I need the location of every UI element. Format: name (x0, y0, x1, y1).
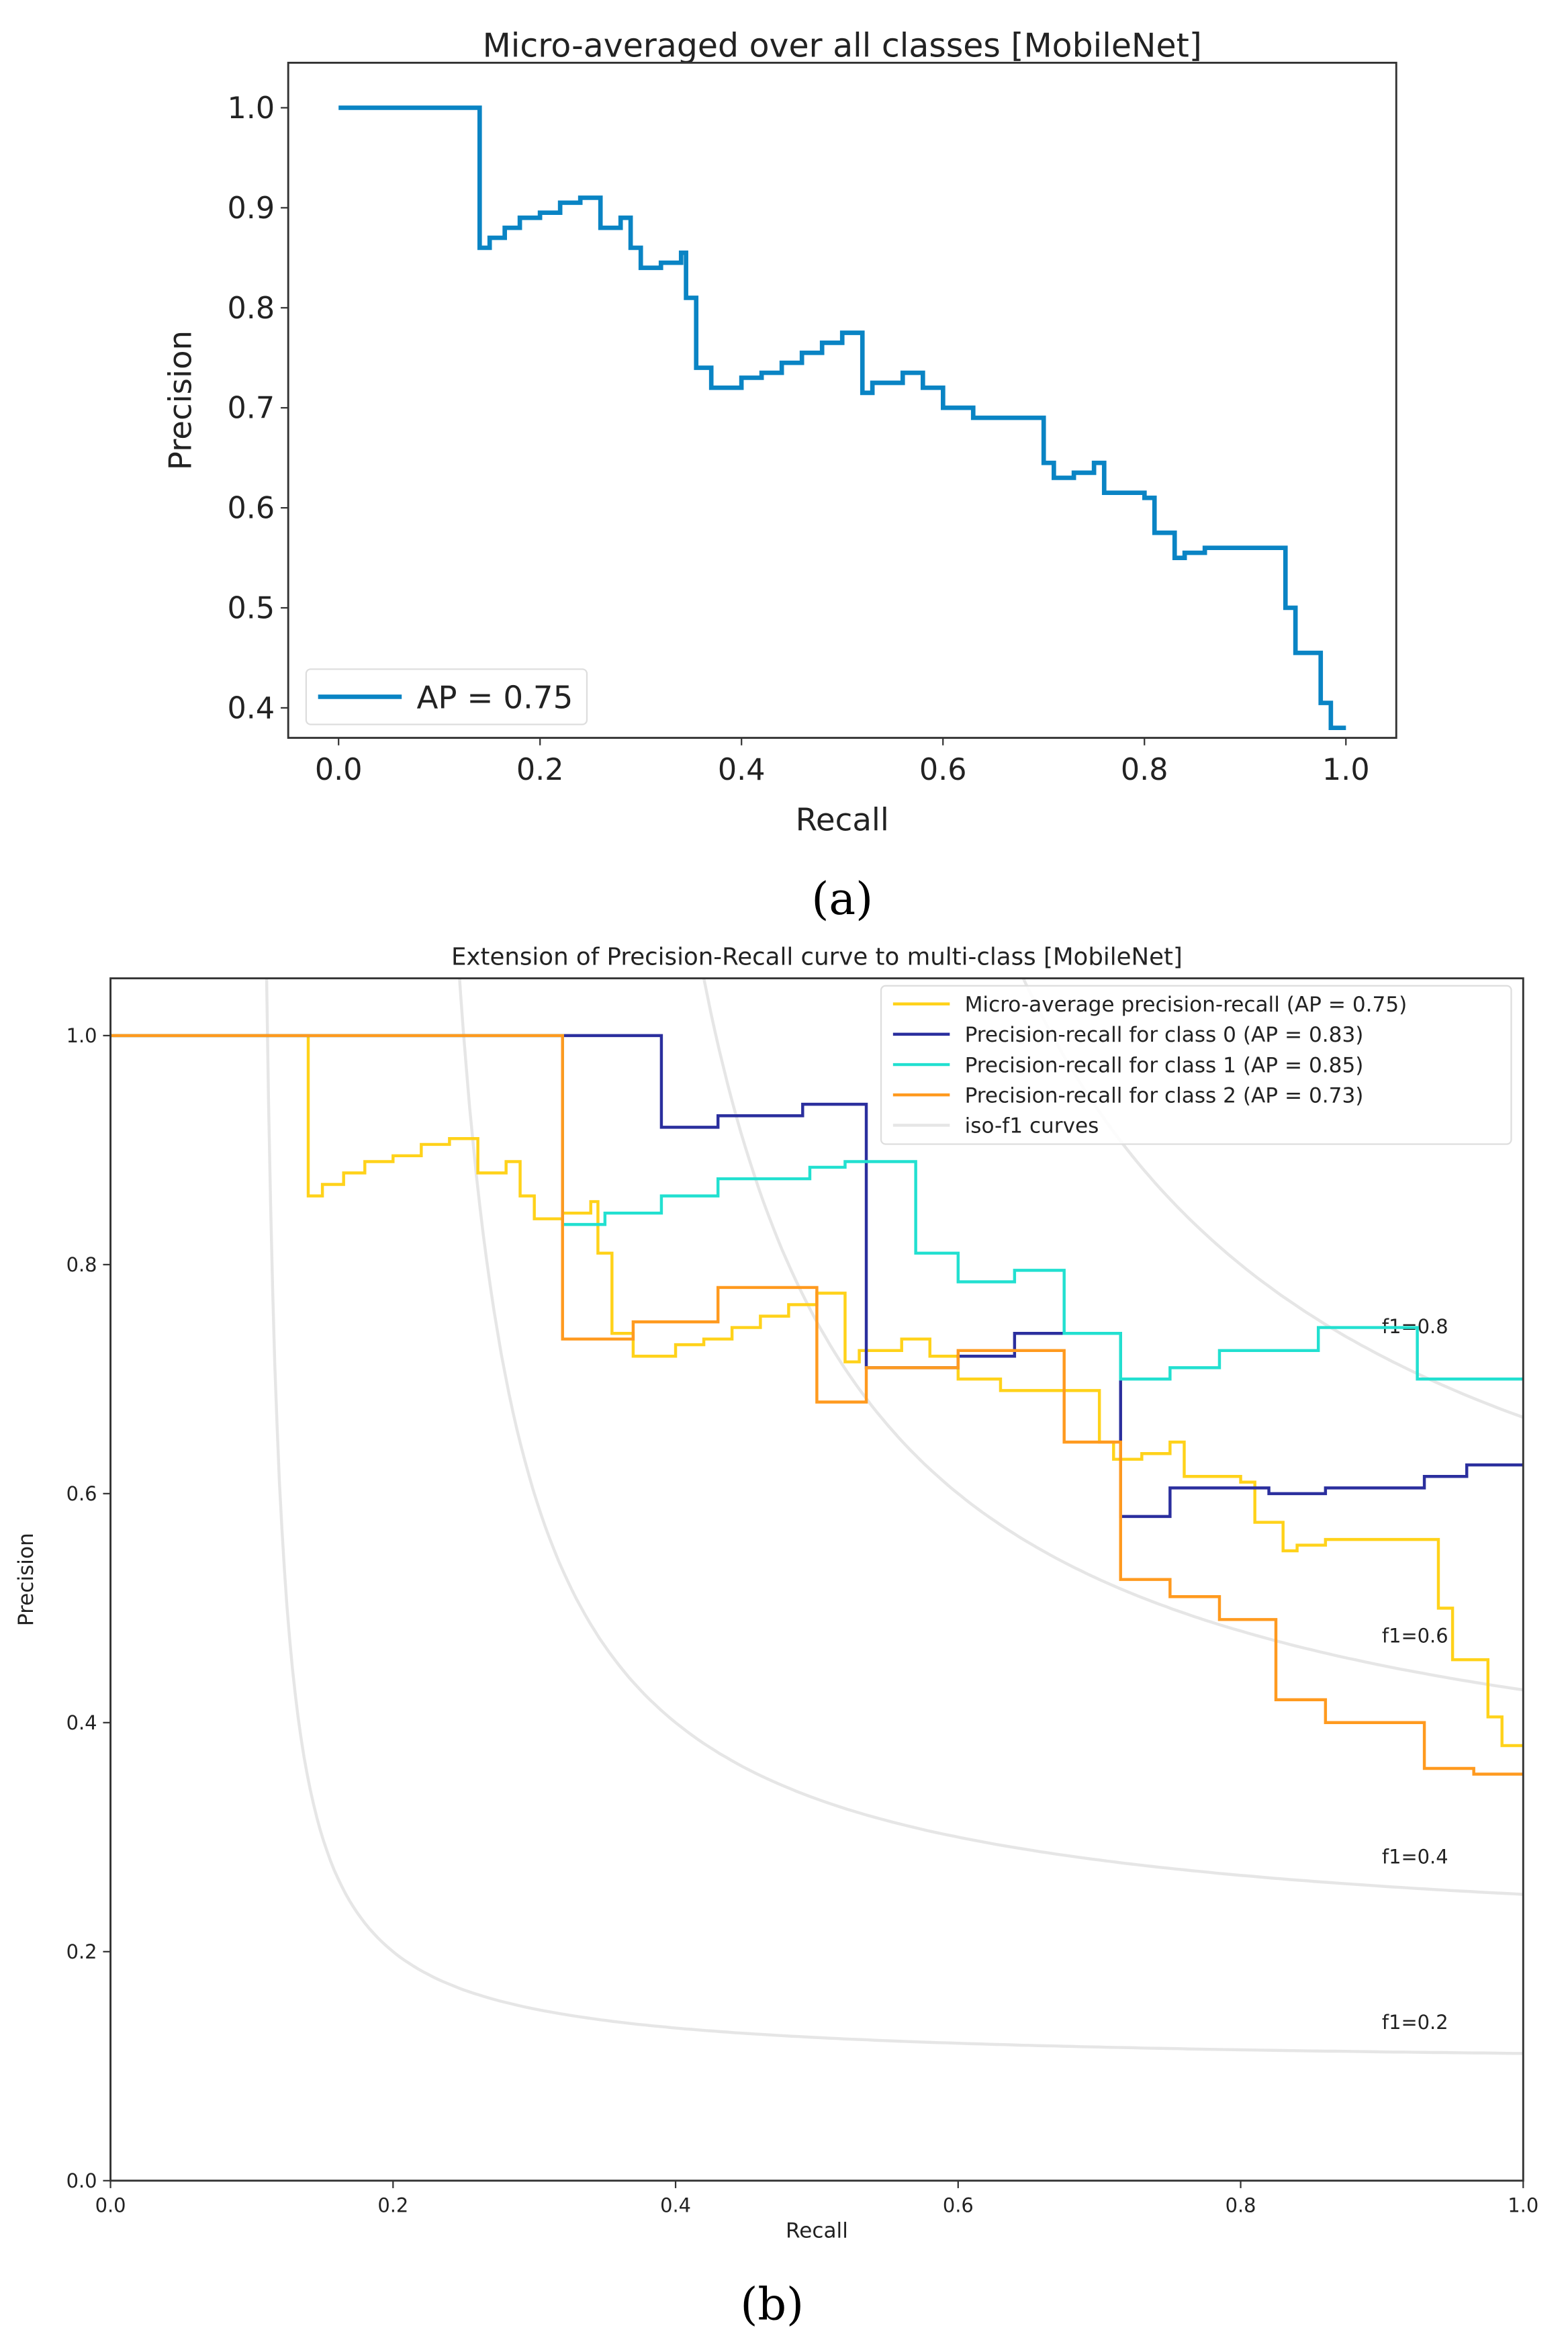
figure-caption: (a) (811, 872, 873, 925)
legend-label: AP = 0.75 (416, 680, 573, 716)
y-tick-label: 1.0 (66, 1024, 97, 1047)
series-line-2 (110, 1034, 1524, 1381)
figure-caption: (b) (740, 2278, 804, 2331)
y-tick-label: 1.0 (227, 91, 275, 126)
chart-title: Micro-averaged over all classes [MobileN… (483, 27, 1202, 65)
iso-f1-curve (265, 978, 1524, 2055)
x-axis-label: Recall (796, 802, 889, 838)
iso-f1-label: f1=0.4 (1382, 1845, 1448, 1868)
x-tick-label: 0.6 (943, 2194, 974, 2216)
chart-a: Micro-averaged over all classes [MobileN… (163, 27, 1397, 925)
plot-frame (287, 61, 1397, 739)
x-tick-label: 0.2 (516, 753, 564, 787)
y-tick-label: 0.4 (66, 1711, 97, 1734)
x-tick-label: 0.4 (718, 753, 766, 787)
x-tick-label: 1.0 (1322, 753, 1370, 787)
x-tick-label: 0.0 (315, 753, 363, 787)
y-tick-label: 0.6 (227, 492, 275, 526)
y-axis-label: Precision (163, 330, 199, 470)
iso-f1-curve (702, 978, 1524, 1692)
x-axis-label: Recall (786, 2218, 848, 2243)
legend: AP = 0.75 (305, 668, 588, 725)
plot-frame (109, 977, 1524, 2182)
y-tick-label: 0.7 (227, 392, 275, 426)
y-tick-label: 0.2 (66, 1940, 97, 1963)
x-tick-label: 0.6 (919, 753, 967, 787)
x-tick-label: 0.8 (1226, 2194, 1256, 2216)
x-tick-label: 1.0 (1508, 2194, 1538, 2216)
chart-b: Extension of Precision-Recall curve to m… (14, 944, 1538, 2331)
legend-label: Micro-average precision-recall (AP = 0.7… (965, 993, 1408, 1017)
iso-f1-label: f1=0.2 (1382, 2011, 1448, 2034)
series-line-0 (338, 105, 1346, 731)
legend-label: Precision-recall for class 1 (AP = 0.85) (965, 1053, 1364, 1077)
x-tick-label: 0.0 (95, 2194, 126, 2216)
legend-label: Precision-recall for class 2 (AP = 0.73) (965, 1083, 1364, 1108)
iso-f1-curve (458, 978, 1524, 1896)
chart-title: Extension of Precision-Recall curve to m… (451, 944, 1183, 971)
legend-label: iso-f1 curves (965, 1114, 1099, 1138)
legend-label: Precision-recall for class 0 (AP = 0.83) (965, 1023, 1364, 1047)
x-tick-label: 0.8 (1121, 753, 1168, 787)
y-tick-label: 0.6 (66, 1482, 97, 1505)
legend-box (305, 668, 588, 725)
x-tick-label: 0.2 (377, 2194, 408, 2216)
x-tick-label: 0.4 (660, 2194, 691, 2216)
iso-f1-label: f1=0.6 (1382, 1624, 1448, 1647)
y-tick-label: 0.0 (66, 2169, 97, 2192)
legend: Micro-average precision-recall (AP = 0.7… (880, 985, 1512, 1145)
y-axis-label: Precision (14, 1533, 38, 1626)
y-tick-label: 0.4 (227, 691, 275, 725)
series-line-3 (110, 1034, 1524, 1776)
y-tick-label: 0.8 (227, 291, 275, 326)
legend-box (880, 985, 1512, 1145)
y-tick-label: 0.5 (227, 592, 275, 626)
y-tick-label: 0.8 (66, 1253, 97, 1276)
y-tick-label: 0.9 (227, 191, 275, 226)
